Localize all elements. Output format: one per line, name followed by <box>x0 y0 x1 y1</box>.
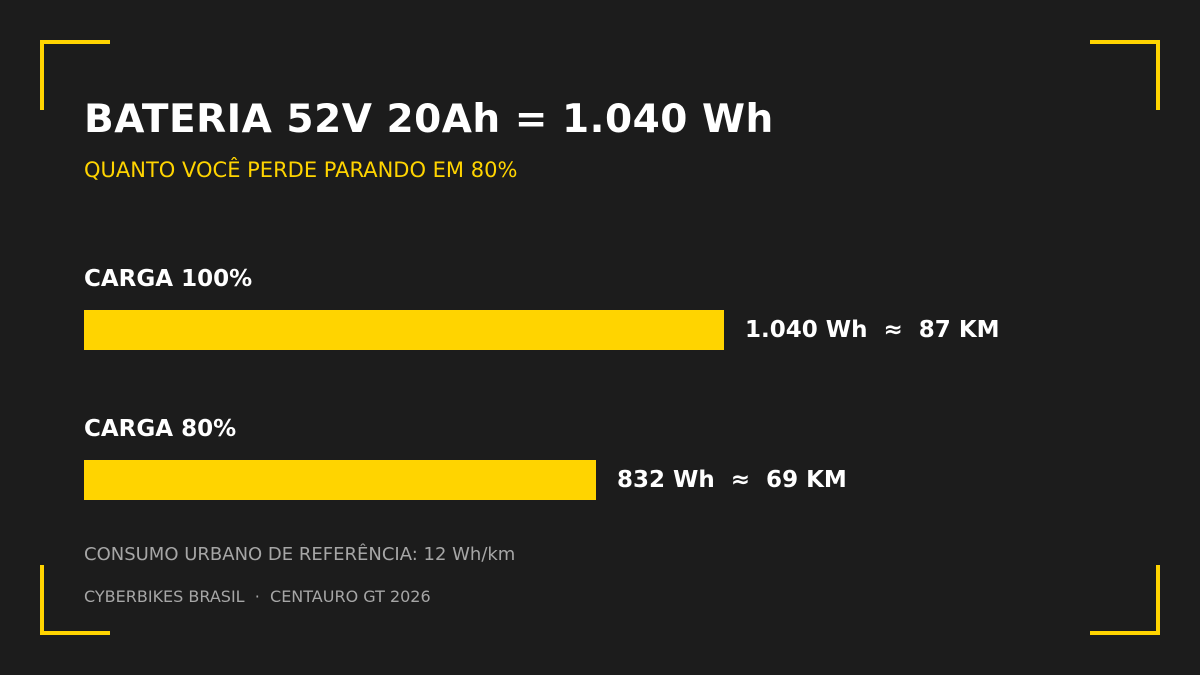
bar-category-label: CARGA 80% <box>84 416 237 442</box>
corner-bracket-bottom-left <box>40 565 110 635</box>
bar-value-label: 1.040 Wh ≈ 87 KM <box>745 317 1000 343</box>
footer-credit: CYBERBIKES BRASIL · CENTAURO GT 2026 <box>84 587 431 606</box>
bar <box>84 310 724 350</box>
corner-bracket-bottom-right <box>1090 565 1160 635</box>
bar-value-label: 832 Wh ≈ 69 KM <box>617 467 847 493</box>
corner-bracket-top-left <box>40 40 110 110</box>
bar <box>84 460 596 500</box>
reference-note: CONSUMO URBANO DE REFERÊNCIA: 12 Wh/km <box>84 544 516 565</box>
chart-subtitle: QUANTO VOCÊ PERDE PARANDO EM 80% <box>84 158 518 182</box>
corner-bracket-top-right <box>1090 40 1160 110</box>
bar-category-label: CARGA 100% <box>84 266 253 292</box>
chart-title: BATERIA 52V 20Ah = 1.040 Wh <box>84 97 774 142</box>
